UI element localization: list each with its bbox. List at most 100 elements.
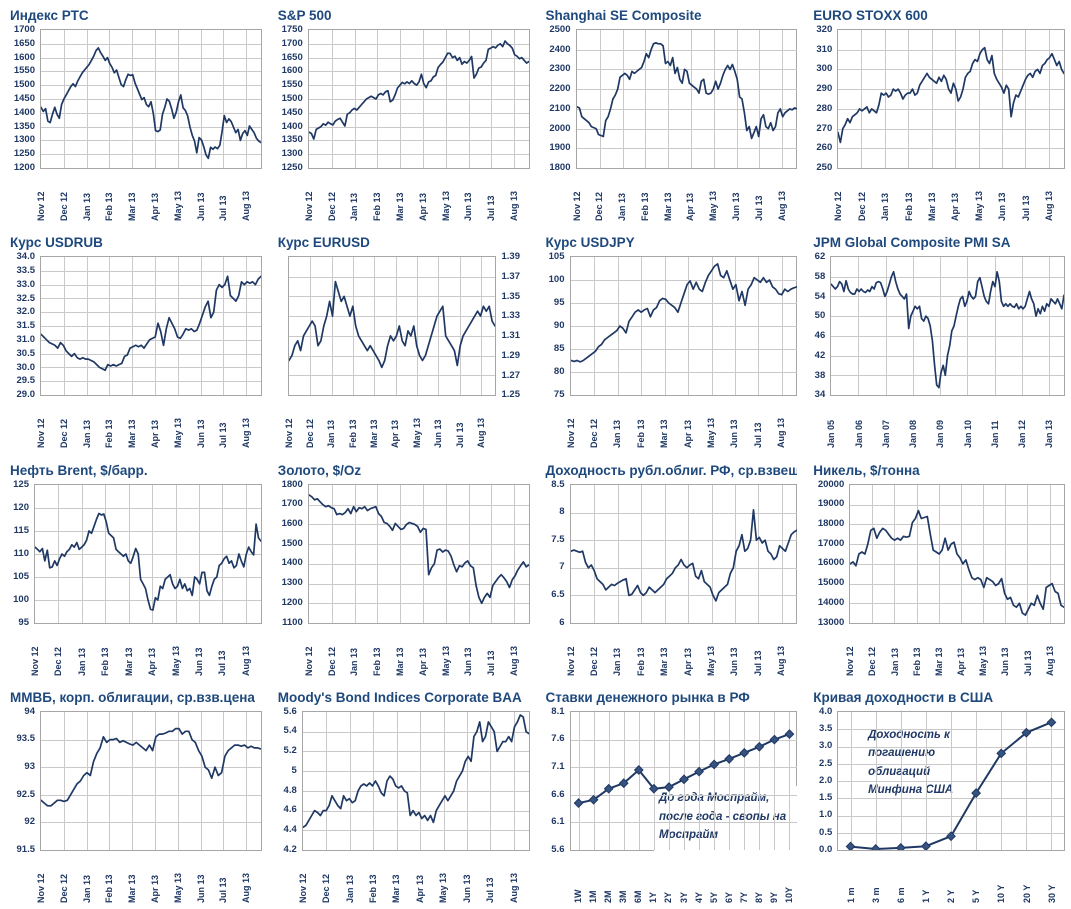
chart-cell-micex-corp-bonds: ММВБ, корп. облигации, ср.взв.цена 94 93.5… <box>0 682 268 909</box>
y-axis-tick-label: 1700 <box>281 37 303 49</box>
x-axis-tick-label: May 13 <box>706 418 717 449</box>
x-axis-tick-label: Mar 13 <box>369 419 380 449</box>
x-axis-tick-label: May 13 <box>708 190 719 221</box>
x-axis-tick-label: Feb 13 <box>372 192 383 221</box>
y-axis-tick-label: 4.8 <box>283 784 297 796</box>
chart-title: Никель, $/тонна <box>813 462 920 478</box>
x-axis-tick-label: Feb 13 <box>372 646 383 676</box>
y-axis-tick-label: 1900 <box>549 142 571 154</box>
y-axis-tick-label: 1450 <box>13 93 35 104</box>
y-axis-tick-label: 280 <box>816 102 833 114</box>
x-axis-tick-label: May 13 <box>170 645 181 676</box>
y-axis-tick-label: 1.0 <box>819 809 833 821</box>
data-point-marker <box>633 764 644 775</box>
x-axis-tick-label: Jun 13 <box>195 874 206 903</box>
y-axis-tick-label: 5.6 <box>551 843 565 855</box>
y-axis-tick-label: 46 <box>814 330 826 342</box>
y-axis-tick-label: 2.0 <box>819 774 833 786</box>
line-series <box>838 46 1065 144</box>
y-axis-tick-label: 33.0 <box>16 278 36 290</box>
x-axis-tick-label: Aug 13 <box>776 190 787 221</box>
y-axis-tick-label: 80 <box>553 366 565 378</box>
line-series <box>41 275 261 372</box>
x-axis-tick-label: Jan 13 <box>349 647 360 676</box>
x-axis: Nov 12 Dec 12 Jan 13 Feb 13 Mar 13 Apr 13 May … <box>36 851 262 903</box>
y-axis-tick-label: 31.0 <box>16 334 36 346</box>
x-axis-tick-label: Nov 12 <box>833 191 844 221</box>
y-axis: 4.0 3.5 3.0 2.5 2.0 1.5 1.0 0.5 0.0 <box>809 706 837 855</box>
data-point-marker <box>1046 717 1057 728</box>
plot-area <box>40 710 262 851</box>
x-axis-tick-label: Jan 08 <box>908 420 918 449</box>
x-axis-tick-label: Jul 13 <box>454 422 465 449</box>
x-axis-tick-label: Jan 12 <box>1017 420 1027 449</box>
y-axis-tick-label: 120 <box>13 501 29 513</box>
y-axis-tick-label: 32.5 <box>16 292 36 304</box>
y-axis-tick-label: 310 <box>816 43 833 55</box>
chart-title: S&P 500 <box>277 8 332 23</box>
y-axis-tick-label: 58 <box>814 270 826 282</box>
y-axis-tick-label: 1.5 <box>819 792 833 803</box>
x-axis-tick-label: Aug 13 <box>508 190 519 221</box>
x-axis-tick-label: Jul 13 <box>1020 195 1031 221</box>
y-axis-tick-label: 1400 <box>13 106 35 118</box>
y-axis-tick-label: 1800 <box>549 162 571 173</box>
line-chart-svg <box>576 30 797 168</box>
x-axis-tick-label: Jan 09 <box>935 420 946 449</box>
plot-area <box>849 483 1065 624</box>
x-axis-tick-label: 6M <box>633 890 644 903</box>
data-point-marker <box>708 759 719 770</box>
chart-cell-moodys-baa: Moody's Bond Indices Corporate BAA 5.6 5.4… <box>268 682 536 909</box>
data-point-marker <box>845 841 856 850</box>
x-axis-tick-label: Apr 13 <box>682 420 693 449</box>
y-axis: 2500 2400 2300 2200 2100 2000 1900 1800 <box>542 24 576 173</box>
x-axis-tick-label: Nov 12 <box>303 645 314 676</box>
x-axis-tick-label: Dec 12 <box>588 419 599 449</box>
y-axis-tick-label: 320 <box>816 24 833 35</box>
line-chart-svg <box>838 30 1065 168</box>
y-axis-tick-label: 30.5 <box>16 347 36 359</box>
x-axis-tick-label: Jul 13 <box>218 195 229 221</box>
data-point-marker <box>753 741 764 752</box>
plot-area <box>34 483 262 624</box>
y-axis-tick-label: 1250 <box>281 162 303 173</box>
chart-title: Доходность рубл.облиг. РФ, ср.взвеш., % <box>545 462 798 478</box>
chart-cell-jpm-pmi: JPM Global Composite PMI SA 62 58 54 50 46 42 3… <box>803 227 1071 454</box>
x-axis-tick-label: Jan 13 <box>889 647 900 676</box>
y-axis-tick-label: 290 <box>816 83 833 95</box>
y-axis-tick-label: 42 <box>814 349 826 361</box>
x-axis-tick-label: Mar 13 <box>933 646 944 676</box>
x-axis-tick-label: 5 Y <box>971 889 982 903</box>
y-axis-tick-label: 270 <box>816 122 833 134</box>
y-axis-tick-label: 8.5 <box>551 478 565 490</box>
data-point-marker <box>618 778 629 788</box>
chart-title: ММВБ, корп. облигации, ср.взв.цена <box>10 689 255 705</box>
line-series <box>35 512 261 611</box>
line-series <box>570 263 797 364</box>
x-axis-tick-label: Jun 13 <box>461 874 472 903</box>
y-axis-tick-label: 1500 <box>281 537 303 549</box>
x-axis-tick-label: Nov 12 <box>571 191 582 221</box>
y-axis-tick-label: 3.5 <box>819 723 833 734</box>
x-axis: Jan 05 Jan 06 Jan 07 Jan 08 Jan 09 Jan 10 Jan … <box>826 396 1065 449</box>
y-axis: 1800 1700 1600 1500 1400 1300 1200 1100 <box>274 479 308 628</box>
x-axis-tick-label: Feb 13 <box>368 874 378 903</box>
chart-title: Курс EURUSD <box>277 235 370 251</box>
line-chart-svg <box>302 711 529 850</box>
data-point-marker <box>573 797 583 808</box>
y-axis-tick-label: 1250 <box>13 148 35 160</box>
x-axis-tick-label: Jan 13 <box>76 647 87 676</box>
x-axis-tick-label: Apr 13 <box>149 420 160 449</box>
x-axis-tick-label: Apr 13 <box>685 192 696 221</box>
line-chart-svg <box>308 484 529 623</box>
y-axis-tick-label: 1500 <box>281 93 303 104</box>
y-axis-tick-label: 2200 <box>549 83 571 95</box>
y-axis-tick-label: 90 <box>553 320 565 332</box>
x-axis-tick-label: Jan 13 <box>612 647 623 676</box>
y-axis-tick-label: 1.37 <box>501 270 521 282</box>
x-axis-tick-label: Mar 13 <box>391 874 402 903</box>
x-axis-tick-label: May 13 <box>172 872 183 903</box>
y-axis-tick-label: 4.6 <box>283 804 297 816</box>
x-axis-tick-label: Nov 12 <box>36 873 46 903</box>
x-axis-tick-label: Jan 05 <box>826 420 837 449</box>
